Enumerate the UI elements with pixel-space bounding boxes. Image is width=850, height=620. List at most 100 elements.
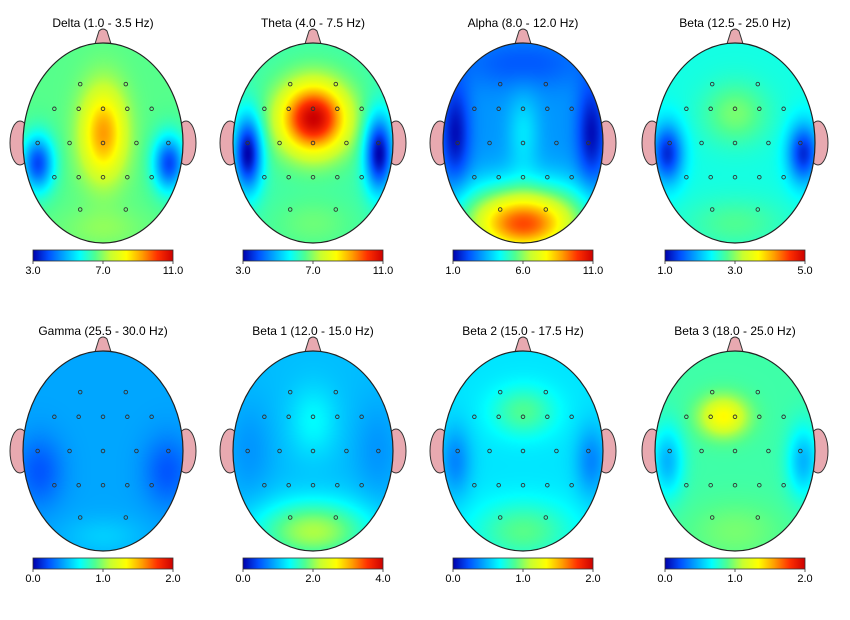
electrode [732, 482, 738, 488]
head-outline [654, 42, 816, 244]
electrode [781, 106, 786, 112]
electrode [76, 106, 81, 112]
electrode [359, 482, 364, 488]
head-outline [654, 350, 816, 552]
electrode [335, 174, 340, 180]
colorbar [32, 557, 174, 570]
electrode [472, 482, 477, 488]
electrode [262, 106, 267, 112]
electrode [35, 140, 40, 146]
electrode [335, 482, 340, 488]
electrode [497, 389, 503, 395]
electrode [286, 106, 291, 112]
electrode [781, 414, 786, 420]
electrode [310, 482, 316, 488]
electrode [755, 81, 761, 87]
electrode [149, 106, 154, 112]
electrode [52, 174, 57, 180]
electrode [277, 140, 282, 146]
colorbar [452, 557, 594, 570]
colorbar-tick-label: 11.0 [373, 265, 394, 277]
electrode [335, 414, 340, 420]
electrode [699, 140, 704, 146]
electrode [77, 389, 83, 395]
electrode [520, 174, 526, 180]
electrode [496, 414, 501, 420]
electrode [520, 106, 526, 112]
electrode [125, 174, 130, 180]
electrode [520, 140, 526, 146]
electrode [757, 106, 762, 112]
electrode [472, 414, 477, 420]
colorbar-tick-label: 4.0 [375, 573, 390, 585]
electrode [487, 448, 492, 454]
electrode [310, 414, 316, 420]
electrode [545, 174, 550, 180]
nose [93, 336, 113, 356]
electrode [757, 174, 762, 180]
colorbar [664, 557, 806, 570]
scalp-heatmap [23, 43, 183, 243]
electrode [123, 207, 129, 212]
topomap-panel-alpha: Alpha (8.0 - 12.0 Hz) 1.0 6.0 11.0 [429, 16, 617, 277]
electrode [520, 448, 526, 454]
colorbar-tick-label: 3.0 [727, 265, 742, 277]
electrode [569, 482, 574, 488]
electrode [732, 448, 738, 454]
electrode [67, 448, 72, 454]
colorbar-tick-label: 1.0 [727, 573, 742, 585]
electrode [732, 140, 738, 146]
scalp-heatmap [233, 351, 393, 551]
colorbar [664, 249, 806, 262]
electrode [76, 482, 81, 488]
electrode [709, 389, 715, 395]
electrode [286, 414, 291, 420]
electrode [757, 414, 762, 420]
colorbar-tick-label: 2.0 [797, 573, 812, 585]
colorbar-tick-label: 1.0 [515, 573, 530, 585]
electrode [684, 174, 689, 180]
electrode [35, 448, 40, 454]
electrode [376, 448, 381, 454]
electrode [757, 482, 762, 488]
electrode [333, 207, 339, 212]
panel-title: Beta 2 (15.0 - 17.5 Hz) [462, 324, 583, 338]
panel-title: Theta (4.0 - 7.5 Hz) [261, 16, 365, 30]
electrode [543, 389, 549, 395]
electrode [287, 207, 293, 212]
electrode [125, 414, 130, 420]
nose [725, 28, 745, 48]
electrode [262, 482, 267, 488]
electrode [287, 81, 293, 87]
electrode [472, 174, 477, 180]
panel-title: Beta 3 (18.0 - 25.0 Hz) [674, 324, 795, 338]
electrode [569, 414, 574, 420]
electrode [543, 515, 549, 520]
electrode [586, 140, 591, 146]
head-outline [232, 350, 394, 552]
electrode [545, 482, 550, 488]
scalp-heatmap [655, 43, 815, 243]
scalp-heatmap [443, 351, 603, 551]
scalp-heatmap [655, 351, 815, 551]
electrode [755, 515, 761, 520]
colorbar-tick-label: 3.0 [235, 265, 250, 277]
colorbar-tick-label: 0.0 [445, 573, 460, 585]
electrode [52, 482, 57, 488]
topomap-panel-delta: Delta (1.0 - 3.5 Hz) 3.0 7.0 11.0 [9, 16, 197, 277]
electrode [496, 174, 501, 180]
electrode [709, 81, 715, 87]
electrode [496, 106, 501, 112]
electrode [497, 515, 503, 520]
electrode [100, 482, 106, 488]
nose [513, 28, 533, 48]
electrode [798, 140, 803, 146]
colorbar-tick-label: 2.0 [165, 573, 180, 585]
electrode [545, 106, 550, 112]
electrode [166, 448, 171, 454]
panel-title: Delta (1.0 - 3.5 Hz) [52, 16, 153, 30]
electrode [766, 140, 771, 146]
electrode [287, 515, 293, 520]
electrode [76, 174, 81, 180]
electrode [798, 448, 803, 454]
